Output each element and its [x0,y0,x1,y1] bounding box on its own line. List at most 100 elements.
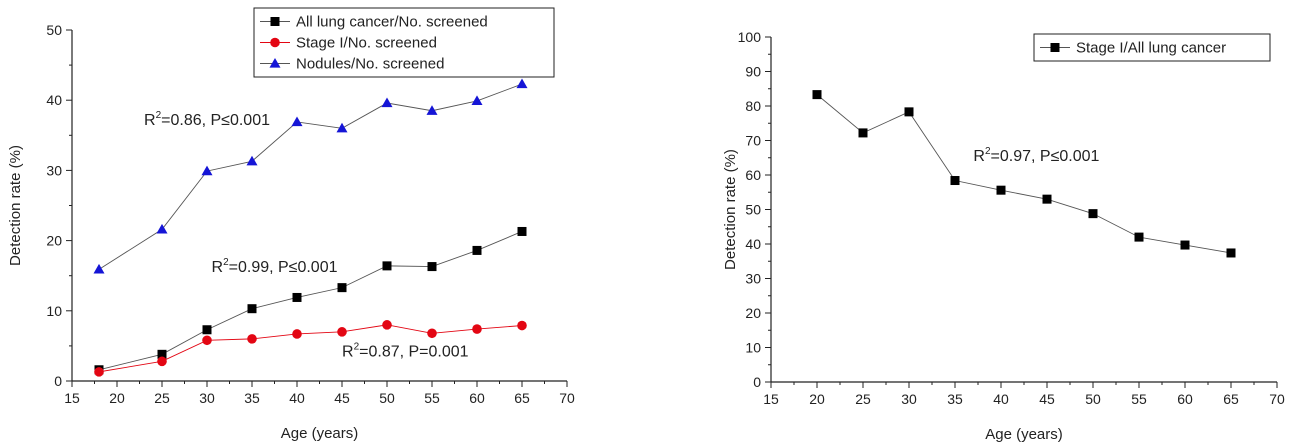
y-tick-label: 20 [46,233,62,249]
annotation-value: =0.87, P=0.001 [359,343,469,360]
data-point [201,165,213,176]
data-point [157,349,167,359]
data-point [996,185,1006,195]
data-point [472,245,482,255]
annotation-value: =0.86, P≤0.001 [161,112,270,129]
data-point [472,324,482,334]
series-3 [93,78,528,274]
data-point [1134,232,1144,242]
series-1 [812,90,1236,258]
legend-marker [270,17,280,26]
data-point [517,320,527,331]
y-axis-title: Detection rate (%) [722,149,739,270]
data-point [1042,194,1052,204]
data-point [291,116,303,127]
series-2 [94,320,527,377]
data-point [202,325,212,335]
x-tick-label: 25 [855,391,871,407]
y-tick-label: 100 [738,29,762,45]
x-tick-label: 20 [809,391,825,407]
annotation-nodules: R2=0.86, P≤0.001 [144,110,270,129]
data-point [1180,240,1190,250]
y-tick-label: 70 [745,133,761,149]
x-tick-label: 65 [514,390,530,406]
data-point [337,327,347,337]
data-point [292,292,302,302]
legend-label: Stage I/No. screened [296,35,437,52]
x-tick-label: 20 [109,390,125,406]
data-point [426,105,438,115]
y-tick-label: 30 [745,271,761,287]
data-point [247,304,257,314]
annotation-text: R2=0.86, P≤0.001 [144,110,270,129]
annotation-stage1: R2=0.87, P=0.001 [342,341,469,360]
legend-label: All lung cancer/No. screened [296,14,488,31]
data-point [517,226,527,236]
y-tick-label: 50 [745,202,761,218]
chart-1: 15 20 25 30 35 40 45 50 55 60 65 70 0 10 20 30 40 50 Age (… [7,7,575,442]
x-axis-title: Age (years) [281,425,359,442]
annotation-stage1-all: R2=0.97, P≤0.001 [973,146,1099,165]
y-tick-label: 0 [54,373,62,389]
data-point [427,328,437,339]
y-tick-label: 40 [745,236,761,252]
x-tick-label: 55 [1131,391,1147,407]
x-tick-label: 45 [1039,391,1055,407]
annotation-value: =0.99, P≤0.001 [229,259,338,276]
data-point [382,261,392,271]
x-tick-label: 50 [1085,391,1101,407]
annotation-text: R2=0.87, P=0.001 [342,341,469,360]
x-tick-label: 40 [289,390,305,406]
x-tick-label: 65 [1223,391,1239,407]
data-point [157,356,167,367]
y-tick-label: 50 [46,22,62,38]
series-line [98,324,523,373]
y-tick-label: 0 [753,374,761,390]
annotation-text: R2=0.97, P≤0.001 [973,146,1099,165]
annotation-text: R2=0.99, P≤0.001 [212,257,338,276]
data-point [516,78,528,89]
data-point [1226,248,1236,258]
y-tick-label: 10 [745,340,761,356]
data-point [94,367,104,377]
x-tick-label: 70 [1269,391,1285,407]
series-line [816,94,1232,254]
series-line [98,231,523,371]
data-point [950,176,960,186]
x-axis-title: Age (years) [985,426,1063,442]
annotation-value: =0.97, P≤0.001 [991,148,1100,165]
x-tick-label: 30 [901,391,917,407]
x-tick-label: 35 [244,390,260,406]
y-tick-label: 30 [46,162,62,178]
x-tick-label: 35 [947,391,963,407]
data-point [427,262,437,272]
series-line [98,83,523,270]
legend: Stage I/All lung cancer [1033,33,1271,62]
data-point [812,90,822,100]
data-point [904,107,914,117]
y-tick-label: 60 [745,167,761,183]
annotation-all: R2=0.99, P≤0.001 [212,257,338,276]
legend-label: Stage I/All lung cancer [1076,40,1226,57]
legend-box [1033,33,1271,62]
x-tick-label: 60 [1177,391,1193,407]
x-tick-label: 60 [469,390,485,406]
data-point [337,283,347,293]
y-tick-label: 80 [745,98,761,114]
x-tick-label: 40 [993,391,1009,407]
data-point [247,334,257,344]
y-axis-title: Detection rate (%) [7,145,24,266]
y-tick-label: 90 [745,64,761,80]
x-tick-label: 30 [199,390,215,406]
data-point [858,128,868,138]
data-point [1088,209,1098,219]
chart-2: 15 20 25 30 35 40 45 50 55 60 65 70 0 10 20 30 40 50 60 70 8… [722,29,1285,442]
y-tick-label: 10 [46,303,62,319]
legend-marker [269,58,281,68]
x-tick-label: 70 [559,390,575,406]
x-tick-label: 15 [763,391,779,407]
data-point [471,95,483,106]
y-tick-label: 40 [46,92,62,108]
x-tick-label: 50 [379,390,395,406]
